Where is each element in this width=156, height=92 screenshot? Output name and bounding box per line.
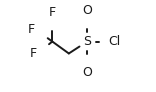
Text: Cl: Cl [109, 35, 121, 48]
Text: F: F [30, 47, 37, 60]
Text: O: O [82, 66, 92, 79]
Text: O: O [82, 4, 92, 17]
Text: F: F [28, 23, 35, 36]
Text: S: S [83, 35, 91, 48]
Text: F: F [49, 6, 56, 19]
